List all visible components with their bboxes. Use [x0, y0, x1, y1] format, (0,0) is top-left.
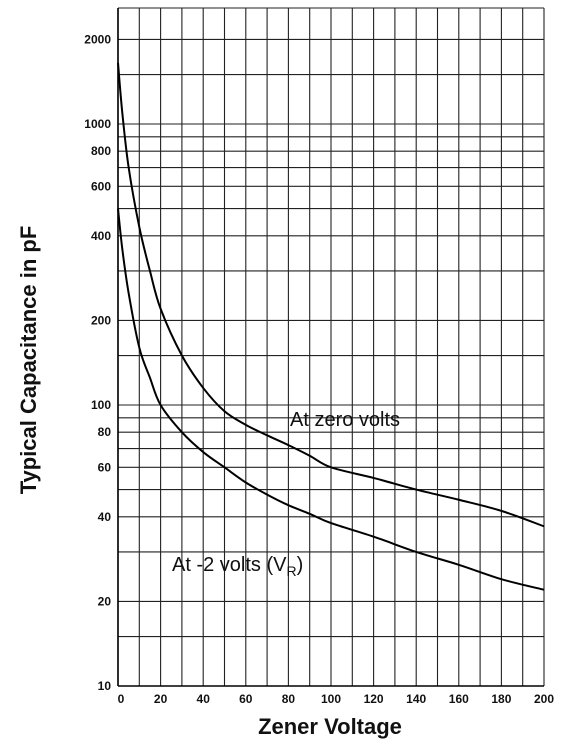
y-tick-label: 200	[91, 313, 111, 327]
annotation-minus-2-volts-suffix: )	[297, 554, 304, 576]
y-tick-label: 600	[91, 179, 111, 193]
x-tick-label: 80	[282, 692, 296, 706]
y-tick-label: 10	[98, 679, 112, 693]
x-tick-label: 100	[321, 692, 341, 706]
x-axis-title: Zener Voltage	[258, 714, 402, 739]
annotation-minus-2-volts: At -2 volts (VR)	[172, 554, 303, 579]
x-tick-label: 20	[154, 692, 168, 706]
x-tick-label: 120	[364, 692, 384, 706]
x-tick-label: 0	[118, 692, 125, 706]
series-minus-2-volts-line	[117, 208, 545, 591]
y-tick-label: 2000	[84, 32, 111, 46]
x-tick-label: 40	[197, 692, 211, 706]
annotation-minus-2-volts-main: At -2 volts (V	[172, 554, 287, 576]
series-zero-volts-line	[117, 62, 545, 528]
x-tick-label: 160	[449, 692, 469, 706]
y-tick-label: 100	[91, 398, 111, 412]
y-tick-label: 1000	[84, 117, 111, 131]
annotation-minus-2-volts-subscript: R	[286, 563, 296, 579]
annotation-zero-volts: At zero volts	[290, 409, 400, 431]
y-tick-label: 60	[98, 460, 112, 474]
y-tick-label: 80	[98, 425, 112, 439]
y-tick-label: 40	[98, 510, 112, 524]
series-lines	[117, 62, 545, 591]
y-tick-label: 800	[91, 144, 111, 158]
y-axis-title: Typical Capacitance in pF	[16, 226, 41, 495]
x-tick-label: 180	[491, 692, 511, 706]
y-tick-label: 400	[91, 229, 111, 243]
axes	[117, 8, 544, 687]
grid	[117, 7, 545, 687]
y-tick-label: 20	[98, 594, 112, 608]
x-tick-label: 200	[534, 692, 554, 706]
tick-labels: 0 20 40 60 80 100 120 140 160 180 200 10 20 40 60 80 100…	[84, 32, 554, 706]
x-tick-label: 140	[406, 692, 426, 706]
x-tick-label: 60	[239, 692, 253, 706]
